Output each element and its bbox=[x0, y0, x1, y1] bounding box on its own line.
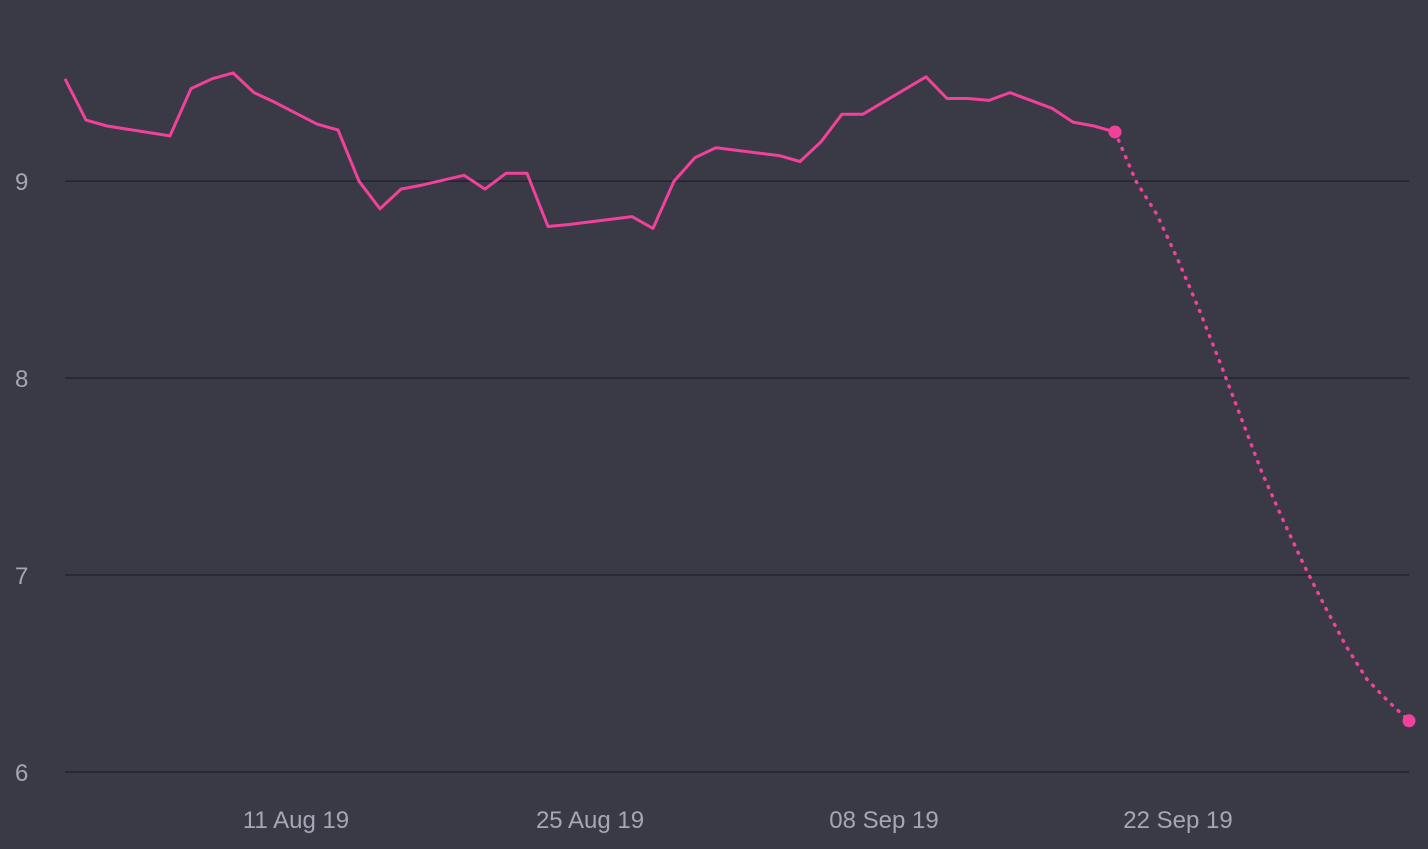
forecast-line bbox=[1113, 130, 1411, 723]
forecast-end-marker bbox=[1402, 714, 1416, 728]
series-line bbox=[63, 71, 1116, 230]
gridlines bbox=[65, 180, 1409, 773]
y-tick-label: 7 bbox=[15, 563, 28, 590]
x-tick-label: 22 Sep 19 bbox=[1123, 807, 1232, 834]
x-tick-label: 08 Sep 19 bbox=[829, 807, 938, 834]
y-tick-label: 9 bbox=[15, 169, 28, 196]
x-tick-label: 11 Aug 19 bbox=[243, 807, 349, 834]
x-axis-ticks: 11 Aug 19 25 Aug 19 08 Sep 19 22 Sep 19 bbox=[243, 807, 1233, 834]
y-tick-label: 8 bbox=[15, 366, 28, 393]
y-tick-label: 6 bbox=[15, 760, 28, 787]
x-tick-label: 25 Aug 19 bbox=[536, 807, 644, 834]
y-axis-ticks: 6 7 8 9 bbox=[15, 169, 28, 787]
forecast-start-marker bbox=[1108, 125, 1122, 139]
series-layer bbox=[63, 71, 1416, 728]
